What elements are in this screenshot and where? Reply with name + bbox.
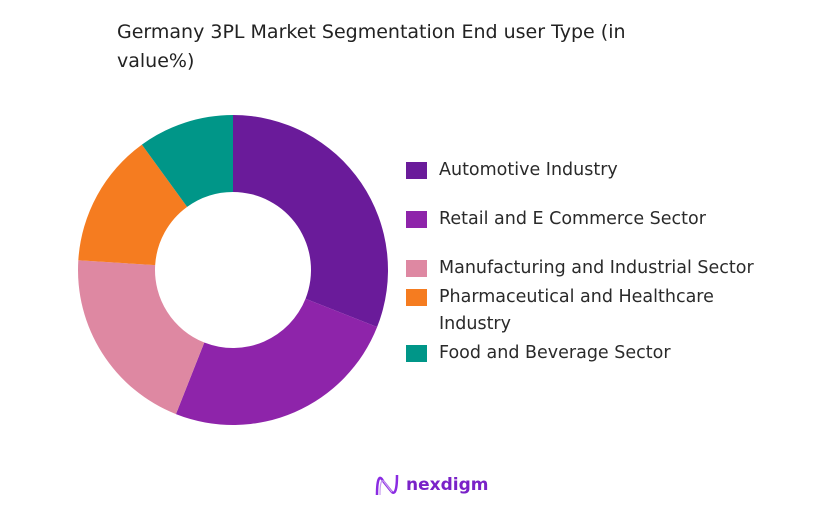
slice-automotive-industry	[233, 115, 389, 328]
legend-swatch	[406, 162, 427, 179]
legend-label: Automotive Industry	[439, 160, 618, 180]
legend-label: Retail and E Commerce Sector	[439, 209, 706, 229]
legend-item: Manufacturing and Industrial Sector	[406, 255, 779, 282]
brand-logo: nexdigm	[374, 473, 488, 497]
legend-item: Food and Beverage Sector	[406, 340, 779, 367]
legend-item: Automotive Industry	[406, 157, 779, 184]
chart-title: Germany 3PL Market Segmentation End user…	[117, 21, 626, 72]
slice-retail-and-e-commerce-sector	[175, 298, 378, 425]
nexdigm-logo-icon	[375, 474, 399, 496]
legend-label: Pharmaceutical and Healthcare Industry	[439, 287, 714, 334]
legend: Automotive Industry Retail and E Commerce…	[406, 157, 779, 389]
slice-manufacturing-and-industrial-sector	[78, 260, 205, 415]
legend-swatch	[406, 211, 427, 228]
brand-name: nexdigm	[406, 475, 489, 495]
slice-food-and-beverage-sector	[141, 115, 233, 207]
legend-label: Food and Beverage Sector	[439, 343, 671, 363]
slice-pharmaceutical-and-healthcare-industry	[78, 144, 188, 266]
legend-label: Manufacturing and Industrial Sector	[439, 258, 754, 278]
legend-swatch	[406, 345, 427, 362]
legend-item: Retail and E Commerce Sector	[406, 206, 779, 233]
legend-swatch	[406, 260, 427, 277]
legend-swatch	[406, 289, 427, 306]
legend-item: Pharmaceutical and Healthcare Industry	[406, 284, 779, 338]
